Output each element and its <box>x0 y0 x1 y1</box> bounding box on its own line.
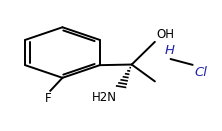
Text: Cl: Cl <box>195 66 208 79</box>
Text: OH: OH <box>157 28 175 41</box>
Text: F: F <box>45 92 52 105</box>
Text: H2N: H2N <box>92 91 117 104</box>
Text: H: H <box>165 44 175 57</box>
